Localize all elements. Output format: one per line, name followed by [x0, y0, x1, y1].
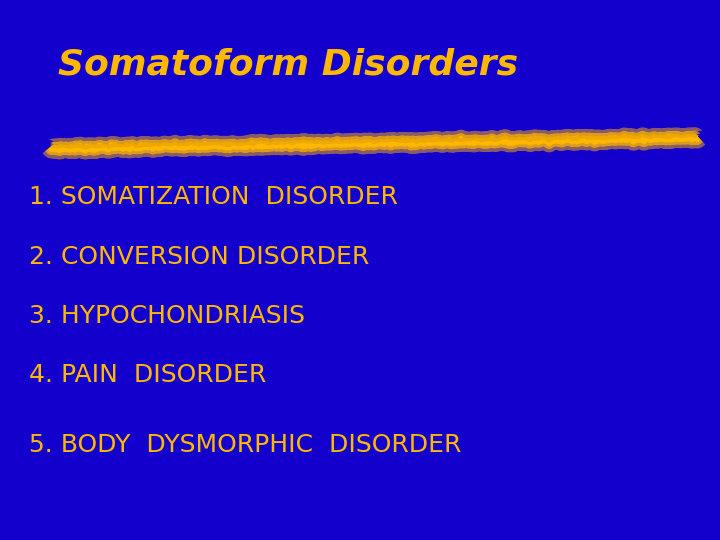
Text: 4. PAIN  DISORDER: 4. PAIN DISORDER	[29, 363, 266, 387]
Text: 1. SOMATIZATION  DISORDER: 1. SOMATIZATION DISORDER	[29, 185, 397, 209]
Text: Somatoform Disorders: Somatoform Disorders	[58, 48, 518, 82]
Text: 5. BODY  DYSMORPHIC  DISORDER: 5. BODY DYSMORPHIC DISORDER	[29, 434, 462, 457]
Text: 3. HYPOCHONDRIASIS: 3. HYPOCHONDRIASIS	[29, 304, 305, 328]
Text: 2. CONVERSION DISORDER: 2. CONVERSION DISORDER	[29, 245, 369, 268]
